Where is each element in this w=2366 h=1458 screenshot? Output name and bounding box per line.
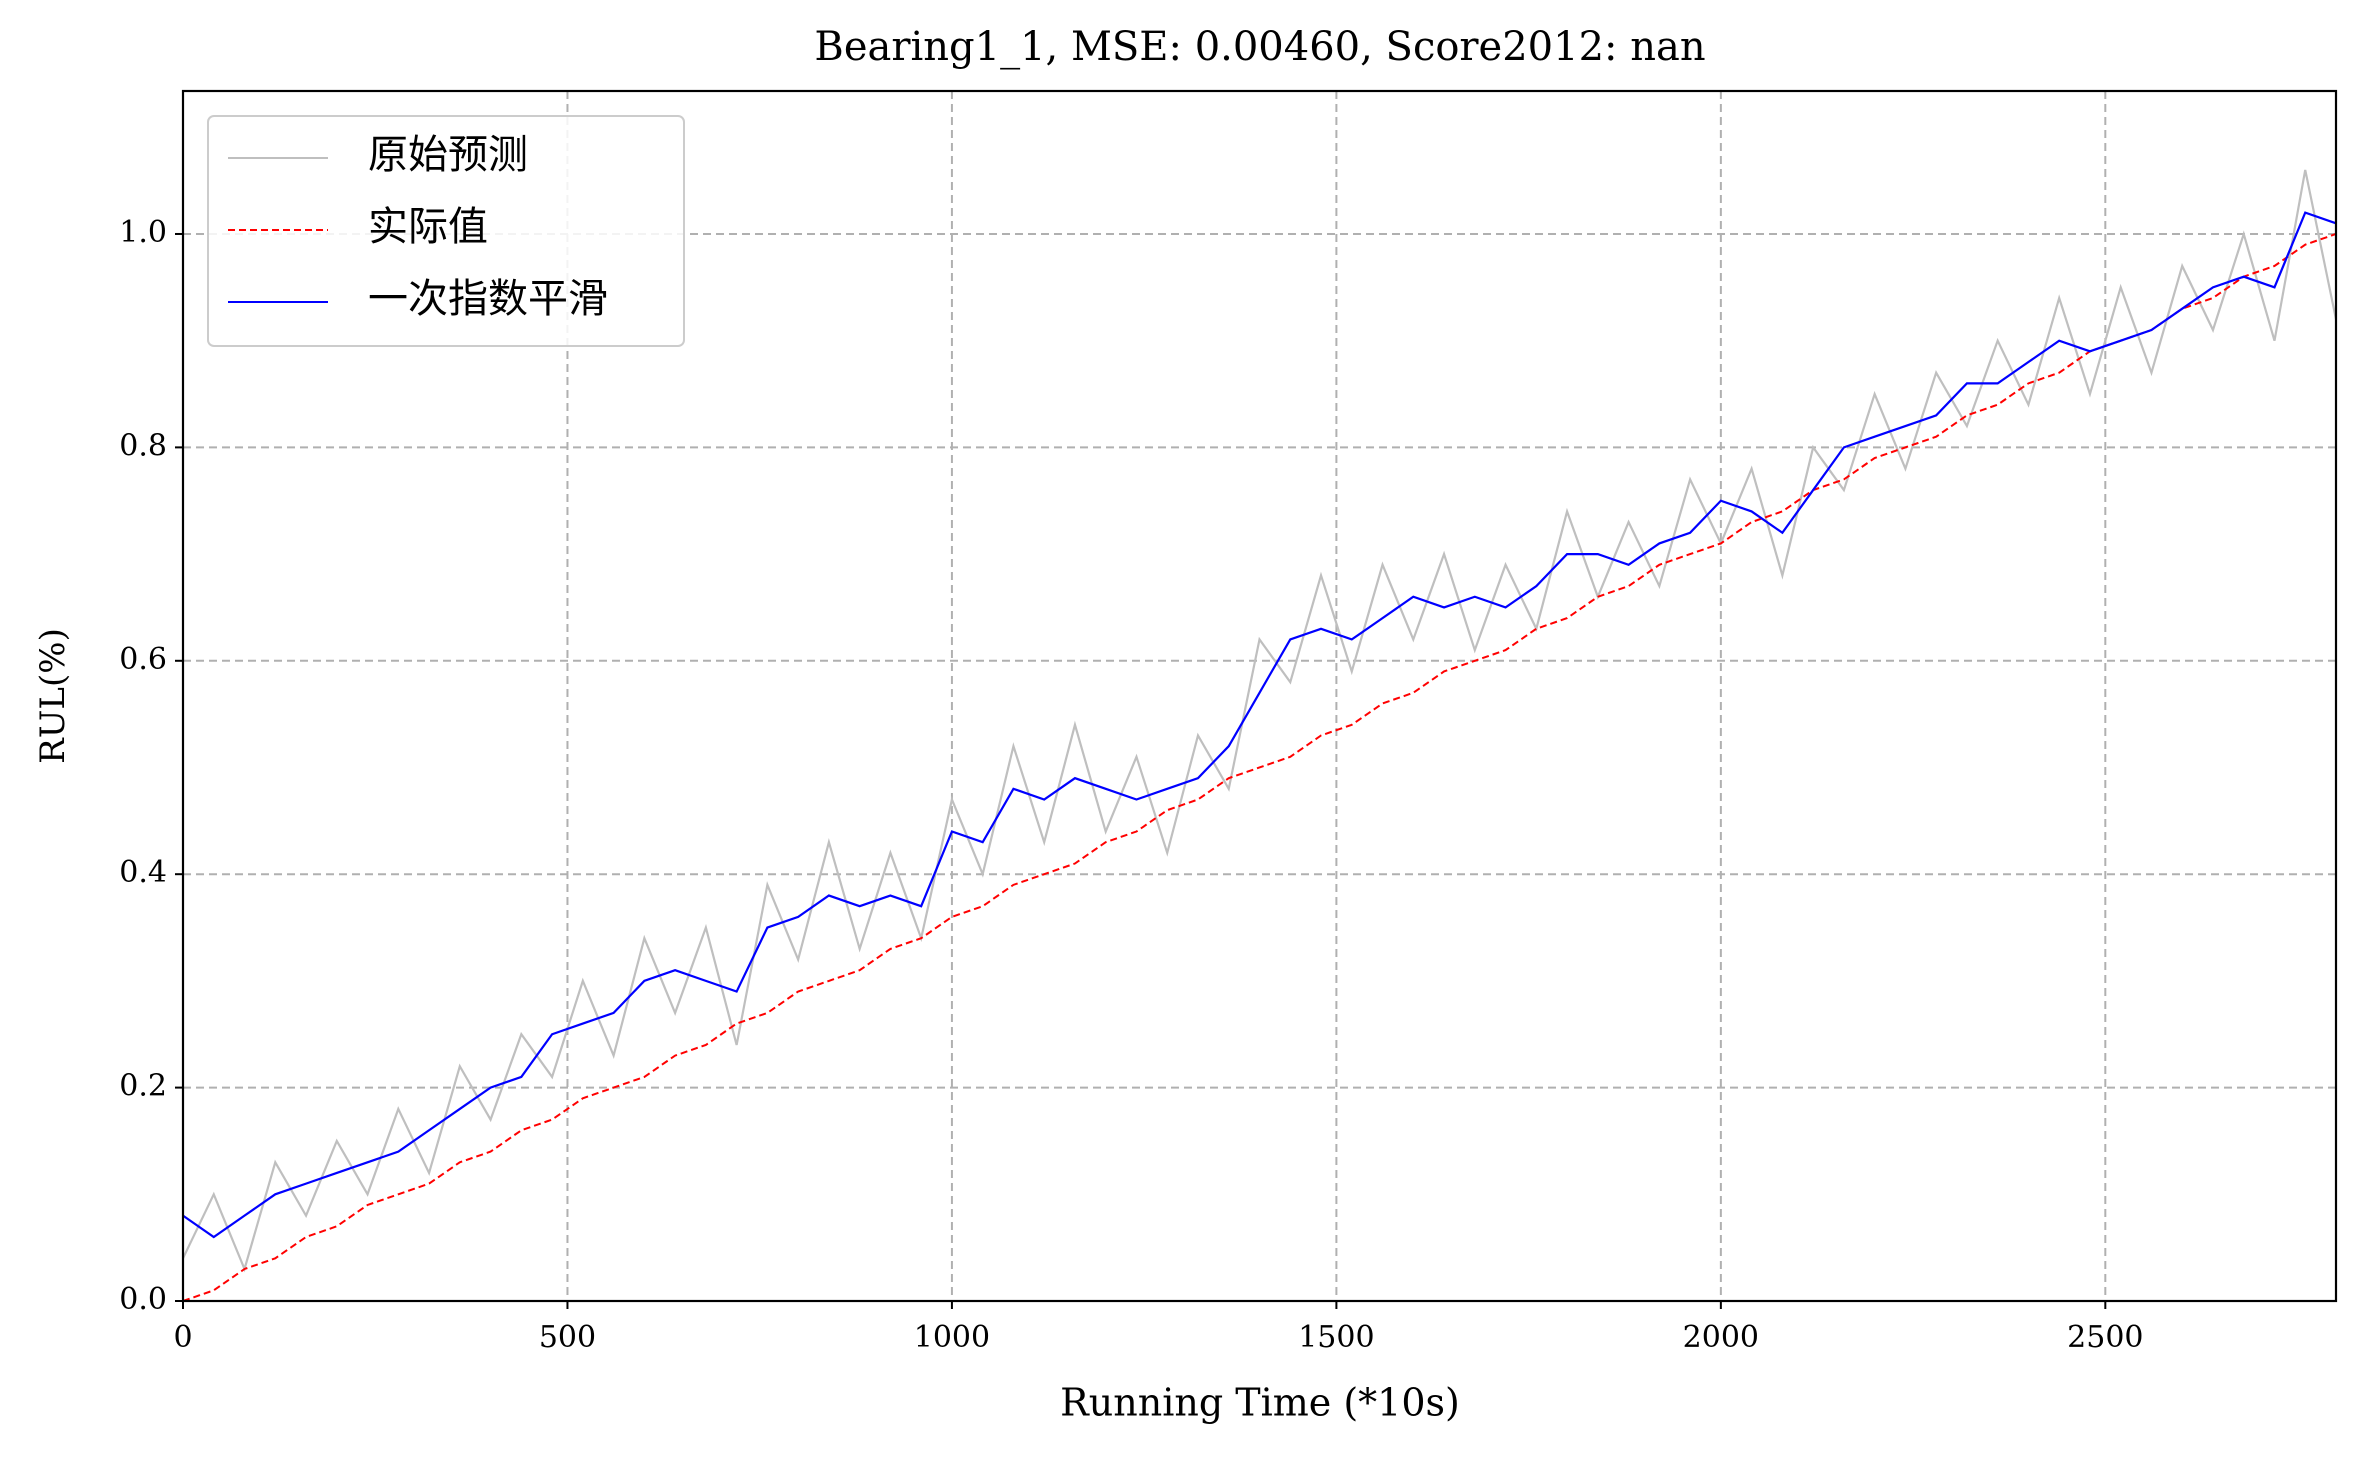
y-tick-label: 0.8 bbox=[119, 428, 167, 463]
x-tick-label: 2500 bbox=[2067, 1320, 2143, 1355]
y-tick-label: 0.6 bbox=[119, 642, 167, 677]
y-tick-label: 1.0 bbox=[119, 215, 167, 250]
x-tick-label: 1500 bbox=[1298, 1320, 1374, 1355]
legend-label: 原始预测 bbox=[368, 132, 528, 178]
x-axis-label: Running Time (*10s) bbox=[1060, 1381, 1460, 1425]
y-tick-label: 0.2 bbox=[119, 1069, 167, 1104]
y-tick-label: 0.0 bbox=[119, 1282, 167, 1317]
series-line bbox=[182, 233, 2337, 1302]
x-tick-label: 0 bbox=[173, 1320, 192, 1355]
legend-label: 一次指数平滑 bbox=[368, 276, 608, 322]
x-tick-label: 500 bbox=[539, 1320, 596, 1355]
legend-box bbox=[207, 115, 685, 347]
y-tick-label: 0.4 bbox=[119, 855, 167, 890]
series-line bbox=[182, 169, 2338, 1273]
x-tick-label: 1000 bbox=[914, 1320, 990, 1355]
legend-label: 实际值 bbox=[368, 204, 488, 250]
x-tick-label: 2000 bbox=[1683, 1320, 1759, 1355]
y-axis-label: RUL(%) bbox=[33, 628, 73, 764]
plot-frame bbox=[181, 89, 2338, 1303]
chart-title: Bearing1_1, MSE: 0.00460, Score2012: nan bbox=[814, 24, 1705, 70]
series-line bbox=[182, 211, 2337, 1239]
